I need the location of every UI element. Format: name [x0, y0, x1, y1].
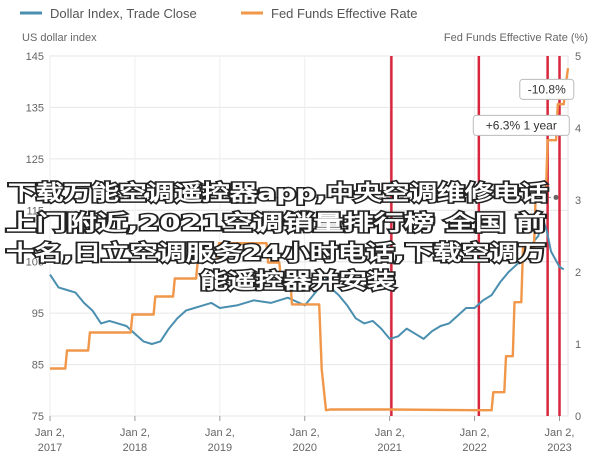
x-tick-label-line2: 2023	[547, 442, 571, 454]
x-tick-label-line1: Jan 2,	[545, 427, 575, 439]
x-tick-label-line2: 2021	[377, 442, 401, 454]
callout-box	[519, 78, 575, 100]
right-axis-title: Fed Funds Effective Rate (%)	[444, 32, 588, 44]
right-tick-label: 0	[575, 411, 581, 423]
overlay-caption-line: 十名,日立空调服务24小时电话,下载空调万	[6, 241, 546, 265]
series-line	[49, 217, 565, 345]
x-tick-label-line2: 2022	[462, 442, 486, 454]
left-tick-label: 125	[26, 154, 44, 166]
x-tick-label-line1: Jan 2,	[460, 427, 490, 439]
legend[interactable]: Dollar Index, Trade Close Fed Funds Effec…	[20, 6, 417, 21]
legend-label: Fed Funds Effective Rate	[271, 6, 417, 21]
left-tick-label: 95	[32, 308, 44, 320]
right-tick-label: 3	[575, 195, 581, 207]
x-tick-label-line1: Jan 2,	[205, 427, 235, 439]
x-tick-label-line1: Jan 2,	[35, 427, 65, 439]
series-line	[50, 68, 570, 412]
left-tick-label: 135	[26, 102, 44, 114]
reference-dot	[553, 194, 559, 200]
right-tick-label: 4	[575, 123, 581, 135]
right-tick-label: 1	[575, 339, 581, 351]
right-tick-label: 5	[575, 51, 581, 63]
x-tick-label-line2: 2019	[208, 442, 232, 454]
overlay-caption-line: 上门附近,2021空调销量排行榜 全国 前	[6, 211, 546, 235]
x-tick-label-line2: 2017	[38, 442, 62, 454]
axes: 75 85 95 105 115 125 135 145 0 1 2 3 4 5 Jan 2, 2017 Jan…	[22, 32, 588, 454]
left-axis-title: US dollar index	[22, 32, 97, 44]
x-tick-label-line1: Jan 2,	[120, 427, 150, 439]
series-lines	[49, 68, 570, 412]
right-tick-label: 2	[575, 267, 581, 279]
callout-box	[472, 114, 570, 136]
x-tick-label-line2: 2020	[293, 442, 317, 454]
x-tick-label-line2: 2018	[123, 442, 147, 454]
overlay-caption-line: 能遥控器并安装	[200, 269, 395, 293]
left-tick-label: 115	[26, 205, 44, 217]
legend-label: Dollar Index, Trade Close	[50, 6, 197, 21]
x-tick-label-line1: Jan 2,	[375, 427, 405, 439]
callout-text: +6.3% 1 year	[486, 118, 557, 132]
plot-area	[49, 55, 569, 417]
callouts: -10.8% +6.3% 1 year	[472, 78, 575, 136]
left-tick-label: 145	[26, 51, 44, 63]
overlay-caption-line: 下载万能空调遥控器app,中央空调维修电话	[8, 181, 548, 205]
left-tick-label: 75	[32, 411, 44, 423]
x-tick-label-line1: Jan 2,	[290, 427, 320, 439]
left-tick-label: 85	[32, 360, 44, 372]
callout-text: -10.8%	[528, 82, 566, 96]
grid	[49, 55, 569, 417]
left-tick-label: 105	[26, 257, 44, 269]
